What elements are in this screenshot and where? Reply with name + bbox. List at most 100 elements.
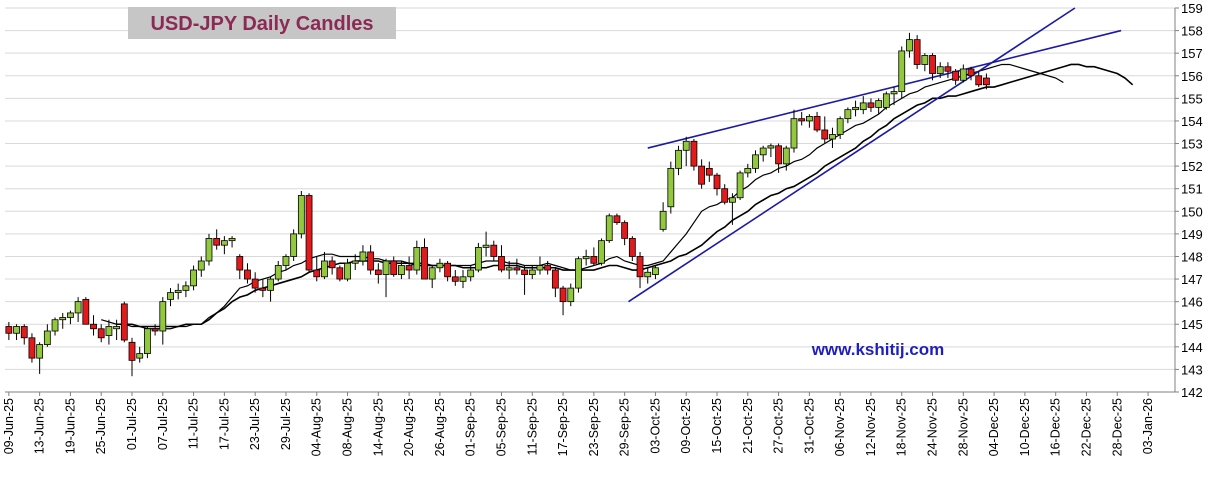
candle-body: [174, 289, 182, 294]
candle-body: [983, 77, 990, 86]
candle-body: [290, 233, 298, 257]
candle-body: [613, 215, 621, 223]
x-tick-label: 05-Sep-25: [494, 398, 508, 456]
candle-body: [598, 240, 605, 264]
candle-body: [929, 55, 936, 74]
candle-body: [190, 269, 197, 287]
candle-body: [605, 215, 613, 242]
candle-body: [575, 258, 582, 289]
candle-body: [636, 256, 644, 278]
candle-body: [759, 147, 767, 156]
candle-body: [952, 70, 960, 81]
candle-body: [297, 195, 305, 235]
candle-body: [213, 237, 221, 246]
average-line: [101, 63, 1064, 330]
candle-body: [844, 109, 852, 120]
y-tick-label: 159: [1181, 1, 1203, 16]
candle-body: [382, 260, 390, 275]
candle-body: [829, 134, 836, 140]
x-tick-label: 29-Jul-25: [279, 398, 293, 450]
average-line: [116, 63, 1134, 328]
x-tick-label: 28-Nov-25: [956, 398, 970, 456]
candle-body: [274, 265, 282, 280]
candle-body: [975, 75, 983, 86]
candle-body: [421, 247, 428, 280]
x-tick-label: 03-Oct-25: [648, 398, 662, 454]
candle-body: [498, 256, 505, 271]
candle-body: [882, 93, 890, 108]
y-tick-label: 148: [1181, 249, 1203, 264]
y-tick-label: 145: [1181, 317, 1203, 332]
x-tick-label: 07-Jul-25: [156, 398, 170, 450]
candle-body: [852, 106, 859, 111]
candle-body: [790, 118, 798, 149]
candle-body: [921, 55, 929, 65]
candle-body: [328, 260, 336, 269]
candle-body: [74, 301, 82, 314]
candle-body: [444, 262, 451, 278]
chart-title: USD-JPY Daily Candles: [150, 13, 373, 35]
y-tick-label: 154: [1181, 114, 1203, 129]
candle-body: [282, 256, 290, 266]
x-tick-label: 31-Oct-25: [802, 398, 816, 454]
y-tick-label: 146: [1181, 295, 1203, 310]
candle-body: [305, 195, 313, 271]
candle-body: [782, 147, 790, 165]
candle-body: [90, 323, 97, 330]
candle-body: [821, 129, 829, 140]
candle-body: [244, 269, 251, 280]
x-tick-label: 09-Oct-25: [679, 398, 693, 454]
candle-body: [436, 262, 444, 269]
candle-body: [451, 276, 459, 282]
x-tick-label: 01-Jul-25: [125, 398, 139, 450]
candle-body: [559, 287, 567, 303]
x-tick-label: 28-Dec-25: [1110, 398, 1124, 456]
candle-body: [167, 292, 174, 300]
candle-body: [413, 247, 421, 271]
candle-body: [136, 353, 144, 359]
x-tick-label: 23-Jul-25: [248, 398, 262, 450]
candle-body: [28, 337, 36, 359]
candle-body: [459, 276, 467, 282]
candle-body: [675, 149, 682, 169]
candle-body: [97, 328, 105, 339]
candle-body: [713, 174, 721, 190]
candle-body: [659, 210, 667, 230]
candle-body: [128, 341, 136, 361]
y-tick-label: 143: [1181, 362, 1203, 377]
x-tick-label: 15-Oct-25: [710, 398, 724, 454]
candle-body: [744, 167, 752, 174]
candle-body: [582, 256, 590, 260]
candle-body: [767, 145, 775, 149]
trend-line: [628, 7, 1076, 303]
candle-body: [906, 39, 913, 52]
candle-body: [197, 260, 205, 271]
candle-body: [428, 267, 436, 280]
candle-body: [313, 269, 321, 278]
candle-body: [959, 68, 967, 81]
x-tick-label: 08-Aug-25: [341, 398, 355, 456]
candle-body: [390, 260, 398, 275]
candle-body: [682, 140, 690, 151]
candle-body: [628, 237, 636, 257]
candle-body: [813, 116, 821, 131]
x-tick-label: 21-Oct-25: [741, 398, 755, 454]
candle-body: [705, 167, 713, 176]
y-tick-label: 151: [1181, 182, 1203, 197]
candle-body: [936, 66, 944, 74]
candle-body: [182, 285, 190, 291]
x-tick-label: 11-Sep-25: [525, 398, 539, 455]
candle-body: [652, 267, 659, 275]
y-tick-label: 157: [1181, 46, 1203, 61]
x-tick-label: 11-Jul-25: [187, 398, 201, 449]
candle-body: [36, 344, 44, 359]
x-tick-label: 24-Nov-25: [926, 398, 940, 456]
y-tick-label: 142: [1181, 385, 1203, 400]
candle-body: [105, 326, 113, 336]
y-tick-label: 147: [1181, 272, 1203, 287]
candle-body: [513, 267, 521, 271]
candle-body: [474, 247, 482, 271]
candle-body: [398, 265, 405, 275]
candle-body: [913, 39, 921, 65]
